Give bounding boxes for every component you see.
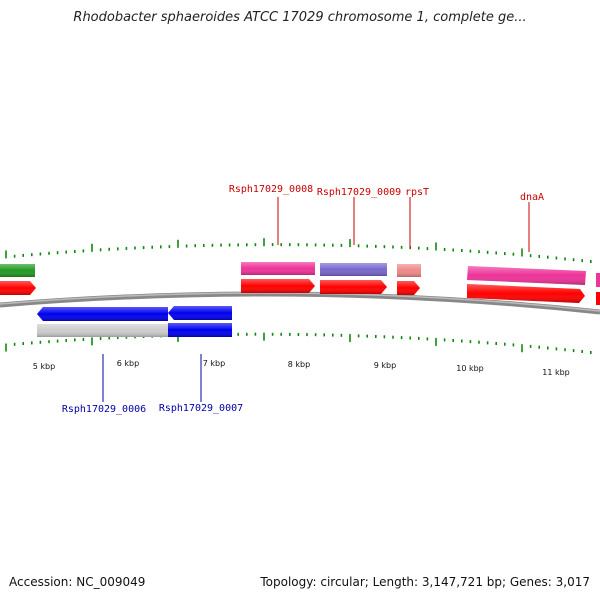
map-title: Rhodobacter sphaeroides ATCC 17029 chrom… [73,10,527,25]
feature-rsph17029-0007-cds[interactable] [168,306,232,320]
scale-label-10kbp: 10 kbp [456,364,484,373]
scale-label-6kbp: 6 kbp [117,359,139,368]
accession-text: Accession: NC_009049 [9,575,146,589]
feature-dnaa-cds[interactable] [467,284,585,303]
feature-edge-gene[interactable] [596,273,600,287]
feature-rpst-gene[interactable] [397,264,421,277]
label-rsph17029-0009[interactable]: Rsph17029_0009 [317,187,401,198]
feature-edge-cds[interactable] [596,292,600,305]
feature-red-cds-left[interactable] [0,281,36,295]
feature-rsph17029-0009-cds[interactable] [320,280,387,294]
label-rsph17029-0006[interactable]: Rsph17029_0006 [62,404,146,415]
tick-row-bottom [5,332,592,354]
tick-row-top [5,238,592,263]
feature-rsph17029-0008-gene[interactable] [241,262,315,275]
feature-rsph17029-0006-gene[interactable] [37,324,168,337]
backbone-arc [0,291,600,315]
label-dnaa[interactable]: dnaA [520,192,544,203]
feature-rsph17029-0007-gene[interactable] [168,323,232,337]
feature-rsph17029-0009-gene[interactable] [320,263,387,276]
feature-rpst-cds[interactable] [397,281,420,295]
label-rpst[interactable]: rpsT [405,187,429,198]
feature-rsph17029-0006-cds[interactable] [37,307,168,321]
feature-dnaa-gene[interactable] [467,266,586,285]
scale-label-11kbp: 11 kbp [542,368,570,377]
feature-green[interactable] [0,264,35,277]
scale-label-5kbp: 5 kbp [33,362,55,371]
scale-label-7kbp: 7 kbp [203,359,225,368]
feature-rsph17029-0008-cds[interactable] [241,279,315,293]
label-rsph17029-0007[interactable]: Rsph17029_0007 [159,403,243,414]
scale-label-9kbp: 9 kbp [374,361,396,370]
label-rsph17029-0008[interactable]: Rsph17029_0008 [229,184,313,195]
scale-label-8kbp: 8 kbp [288,360,310,369]
topology-summary: Topology: circular; Length: 3,147,721 bp… [260,575,590,589]
backbone-highlight [0,292,600,312]
